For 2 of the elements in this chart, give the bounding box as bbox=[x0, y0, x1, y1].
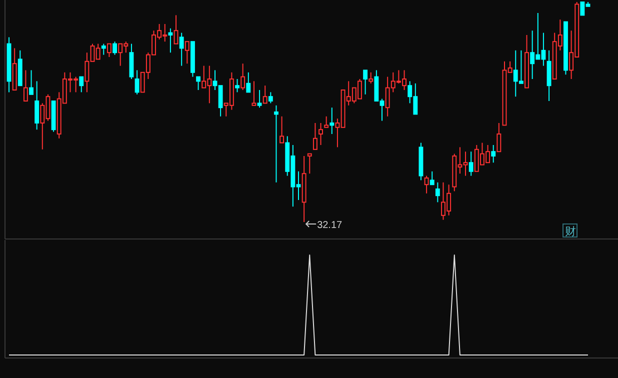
annotation: 32.17 bbox=[317, 220, 343, 231]
note: 财 bbox=[562, 224, 578, 238]
